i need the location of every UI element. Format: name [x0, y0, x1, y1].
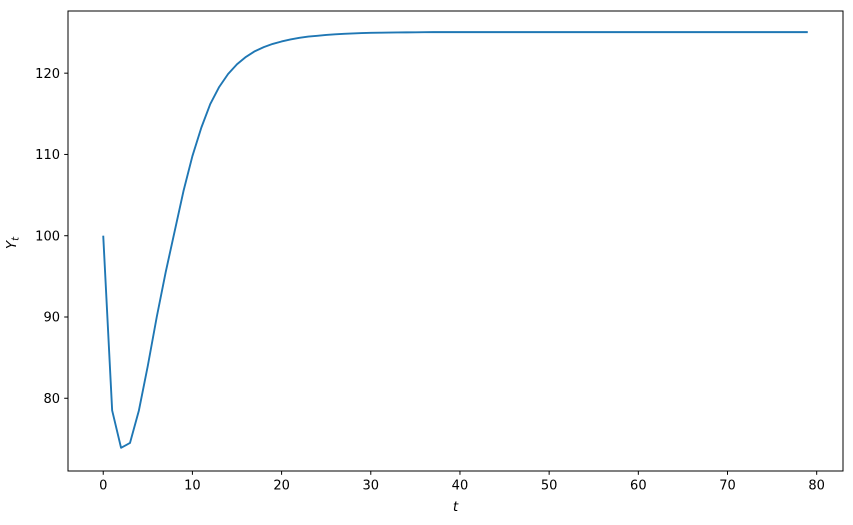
line-series [102, 31, 808, 449]
y-tick-label: 90 [43, 311, 60, 326]
x-tick-label: 30 [363, 479, 380, 494]
y-axis-label-main: Y [4, 239, 20, 249]
x-tick-label: 20 [273, 479, 290, 494]
plot-border [67, 10, 844, 472]
y-axis-label: Yt [4, 236, 22, 249]
x-tick-label: 40 [452, 479, 469, 494]
x-tick-label: 60 [630, 479, 647, 494]
y-tick-label: 110 [35, 148, 60, 163]
y-tick-label: 100 [35, 229, 60, 244]
y-tick-label: 80 [43, 392, 60, 407]
x-tick-label: 80 [808, 479, 825, 494]
x-axis-label: t [453, 499, 459, 515]
x-tick-label: 10 [184, 479, 201, 494]
y-tick-label: 120 [35, 67, 60, 82]
x-tick-label: 0 [99, 479, 107, 494]
x-axis-ticks: 0 10 20 30 40 50 60 70 80 [99, 471, 825, 494]
y-axis-label-subscript: t [11, 236, 22, 241]
x-tick-label: 50 [541, 479, 558, 494]
x-tick-label: 70 [719, 479, 736, 494]
y-axis-ticks: 80 90 100 110 120 [35, 67, 68, 407]
